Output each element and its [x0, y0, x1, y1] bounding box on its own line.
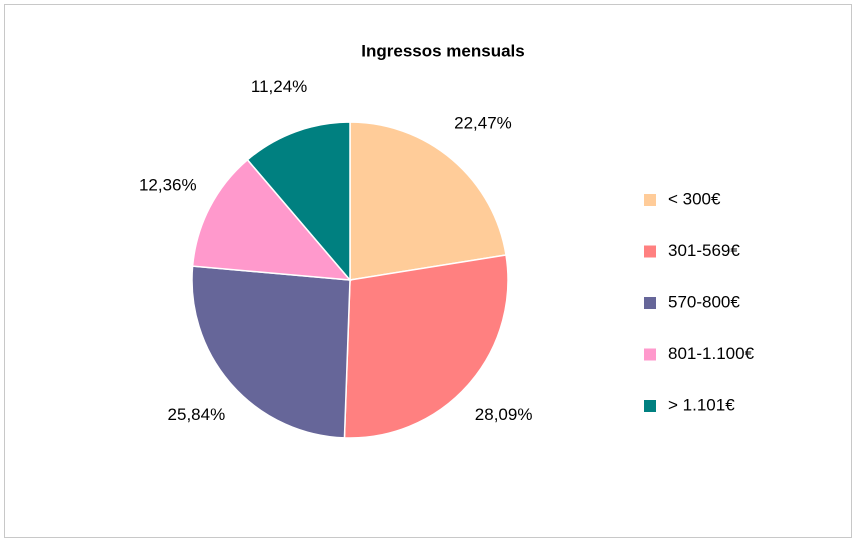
legend-swatch	[644, 297, 656, 309]
legend-label: 801-1.100€	[668, 344, 755, 363]
legend-label: < 300€	[668, 189, 721, 208]
data-label: 25,84%	[168, 405, 226, 424]
legend-swatch	[644, 194, 656, 206]
pie-slice	[349, 121, 507, 281]
data-label: 22,47%	[454, 113, 512, 132]
chart-title: Ingressos mensuals	[361, 41, 524, 60]
legend-swatch	[644, 400, 656, 412]
legend-swatch	[644, 245, 656, 258]
pie-slice	[343, 254, 509, 439]
legend-label: 570-800€	[668, 292, 740, 311]
data-label: 12,36%	[139, 175, 197, 194]
data-label: 28,09%	[475, 405, 533, 424]
pie-slice	[246, 121, 351, 283]
pie-slice	[191, 265, 351, 439]
data-label: 11,24%	[251, 77, 307, 96]
pie-slice	[191, 158, 352, 281]
legend-label: > 1.101€	[668, 395, 735, 414]
legend-label: 301-569€	[668, 241, 740, 260]
legend-swatch	[644, 348, 656, 361]
